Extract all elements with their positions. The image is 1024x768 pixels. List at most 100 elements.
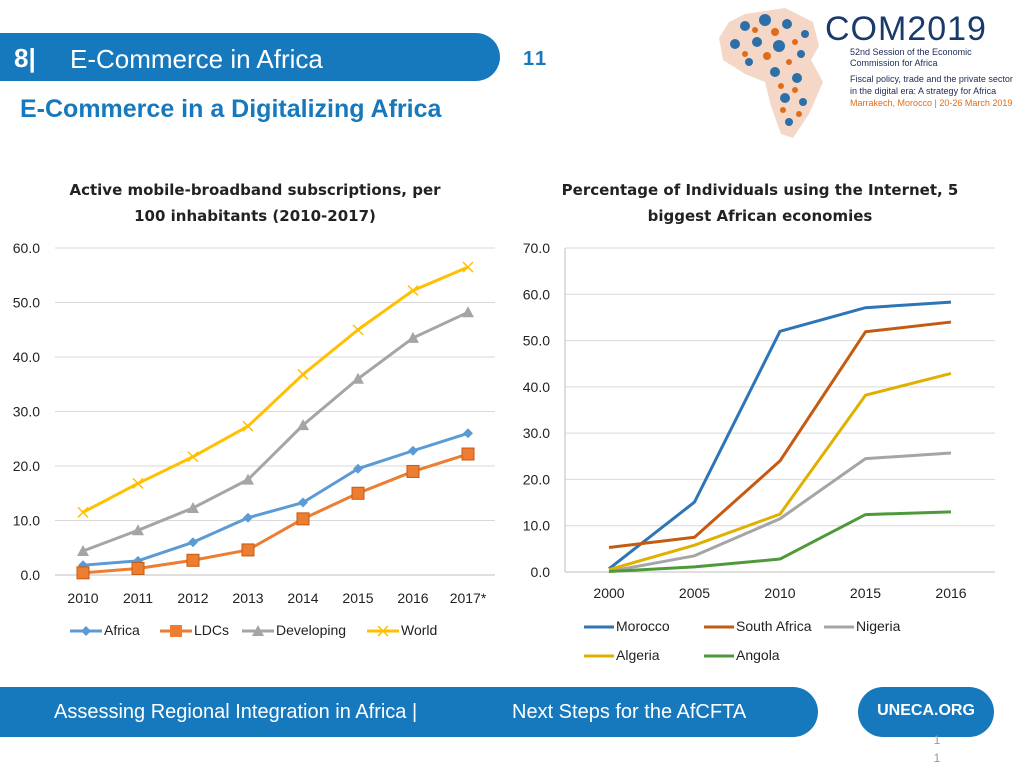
- legend-swatch: [367, 625, 399, 637]
- chart2-y-tick-label: 50.0: [523, 333, 550, 349]
- legend-label: Africa: [104, 622, 140, 638]
- chart2-y-tick-label: 60.0: [523, 286, 550, 302]
- chart1-y-tick-label: 30.0: [13, 404, 40, 420]
- africa-map-icon: [719, 8, 823, 138]
- chart1-series-developing-point: [297, 419, 309, 431]
- chart1-series-ldcs-point: [241, 543, 255, 557]
- chart1-series-africa-point: [463, 428, 473, 439]
- chart1-series-ldcs-point: [76, 566, 90, 580]
- chart2-x-tick-label: 2000: [593, 585, 624, 601]
- slide-number: 1 1: [932, 731, 942, 767]
- chart2-x-tick-label: 2015: [850, 585, 881, 601]
- chart1-x-tick-label: 2012: [177, 590, 208, 606]
- chart2-y-tick-label: 20.0: [523, 471, 550, 487]
- chart1-series-world-point: [77, 506, 89, 518]
- chart1-series-developing-point: [462, 306, 474, 318]
- chart1-series-world-point: [407, 284, 419, 297]
- legend-item: Africa: [70, 622, 140, 638]
- section-number: 8|: [14, 43, 36, 73]
- chart1-y-tick-label: 0.0: [21, 567, 41, 583]
- chart2-title-line1: Percentage of Individuals using the Inte…: [561, 181, 959, 199]
- legend-label: Nigeria: [856, 618, 901, 634]
- legend-swatch: [70, 626, 102, 637]
- chart1-series-world-point: [297, 368, 309, 380]
- chart1-series-africa-point: [243, 512, 253, 523]
- legend-swatch: [704, 625, 734, 629]
- chart1-series-world-point: [462, 261, 474, 273]
- chart1-y-tick-label: 20.0: [13, 458, 40, 474]
- chart1-series-developing-line: [82, 310, 469, 553]
- legend-swatch: [160, 625, 192, 638]
- chart2-series-algeria-line: [608, 371, 952, 572]
- uneca-link[interactable]: UNECA.ORG: [858, 687, 994, 737]
- footer-bar: Assessing Regional Integration in Africa…: [0, 687, 818, 737]
- page-subtitle: E-Commerce in a Digitalizing Africa: [20, 95, 442, 123]
- chart1-series-developing-point: [407, 331, 419, 343]
- chart1-series-africa-point: [353, 463, 363, 474]
- chart2-title-line2: biggest African economies: [647, 207, 873, 225]
- chart1-x-tick-label: 2015: [342, 590, 373, 606]
- chart2-y-tick-label: 40.0: [523, 379, 550, 395]
- chart1-y-tick-label: 40.0: [13, 349, 40, 365]
- chart2-y-tick-label: 30.0: [523, 425, 550, 441]
- chart1-series-developing-point: [242, 473, 254, 485]
- legend-item: Developing: [242, 622, 346, 638]
- chart2-title: Percentage of Individuals using the Inte…: [535, 177, 985, 229]
- page-badge: 11: [523, 48, 549, 70]
- chart1-series-developing-point: [352, 372, 364, 384]
- slide-number-digit-2: 1: [933, 751, 941, 765]
- legend-item: Algeria: [584, 647, 660, 663]
- chart2-x-tick-label: 2010: [764, 585, 795, 601]
- chart1-series-developing-point: [187, 501, 199, 513]
- chart1-series-developing-point: [132, 524, 144, 536]
- chart2-series-morocco-line: [608, 300, 952, 570]
- chart2-series-nigeria-line: [608, 451, 952, 574]
- legend-label: Algeria: [616, 647, 660, 663]
- chart1-x-tick-label: 2011: [123, 590, 153, 606]
- logo-brand: COM2019: [825, 10, 987, 48]
- chart1-x-tick-label: 2013: [232, 590, 263, 606]
- chart1-series-ldcs-point: [351, 486, 365, 500]
- chart1-series-developing-point: [77, 545, 89, 557]
- chart2-y-tick-label: 0.0: [531, 564, 551, 580]
- legend-label: Morocco: [616, 618, 670, 634]
- section-title: E-Commerce in Africa: [70, 44, 323, 74]
- chart1-series-africa-point: [298, 497, 308, 508]
- legend-item: South Africa: [704, 618, 812, 634]
- chart1-series-africa-point: [188, 537, 198, 548]
- logo-line-1: 52nd Session of the Economic: [850, 47, 972, 57]
- chart2-x-tick-label: 2016: [935, 585, 966, 601]
- chart1-y-tick-label: 50.0: [13, 295, 40, 311]
- legend-item: Angola: [704, 647, 780, 663]
- legend-label: Angola: [736, 647, 780, 663]
- chart1-series-africa-point: [408, 445, 418, 456]
- chart1-series-world-line: [82, 265, 469, 514]
- header-bar: 8| E-Commerce in Africa: [0, 33, 500, 81]
- chart2-y-tick-label: 70.0: [523, 240, 550, 256]
- chart1-series-world-point: [187, 451, 199, 463]
- chart1-x-tick-label: 2016: [397, 590, 428, 606]
- legend-label: South Africa: [736, 618, 812, 634]
- chart1-series-ldcs-point: [461, 447, 475, 461]
- chart2-y-tick-label: 10.0: [523, 518, 550, 534]
- footer-left-text: Assessing Regional Integration in Africa…: [54, 701, 418, 723]
- chart1-y-tick-label: 60.0: [13, 240, 40, 256]
- legend-item: World: [367, 622, 437, 638]
- chart1-x-tick-label: 2017*: [450, 590, 487, 606]
- legend-swatch: [242, 625, 274, 637]
- chart1-series-ldcs-line: [82, 452, 469, 575]
- logo-line-2: Commission for Africa: [850, 58, 938, 68]
- legend-swatch: [584, 625, 614, 629]
- chart1-series-ldcs-point: [296, 512, 310, 526]
- chart1-series-ldcs-point: [406, 464, 420, 478]
- chart1-x-tick-label: 2014: [287, 590, 318, 606]
- chart1-y-tick-label: 10.0: [13, 513, 40, 529]
- slide-number-digit-1: 1: [933, 733, 941, 747]
- chart1-x-tick-label: 2010: [67, 590, 98, 606]
- legend-label: LDCs: [194, 622, 230, 638]
- chart1-series-africa-line: [82, 431, 469, 567]
- legend-label: World: [401, 622, 438, 638]
- chart2-x-tick-label: 2005: [679, 585, 710, 601]
- legend-item: Morocco: [584, 618, 670, 634]
- chart1-series-world-point: [352, 324, 364, 336]
